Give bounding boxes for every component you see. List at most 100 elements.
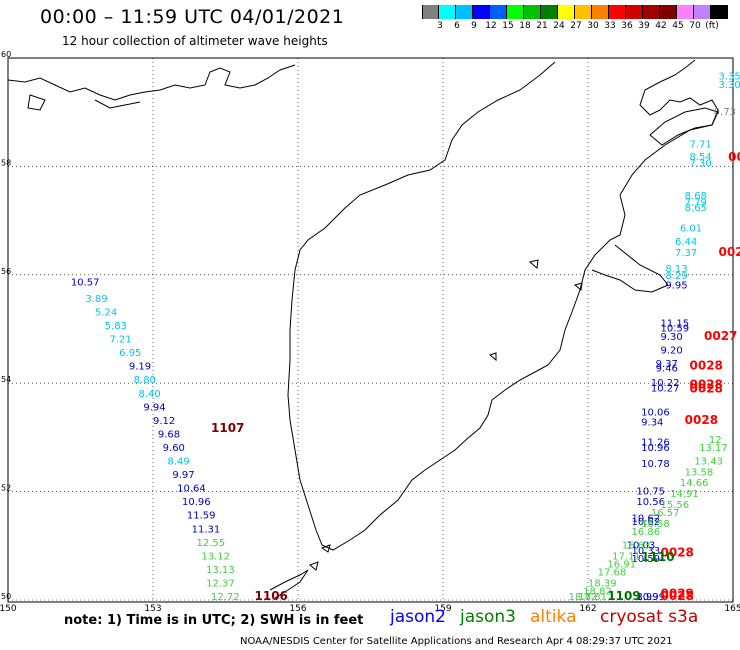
wave-height-label: 12.72	[211, 592, 240, 603]
wave-height-label: 7.71	[690, 139, 712, 150]
colorbar-label: 18	[519, 21, 531, 31]
wave-height-label: 11.15	[661, 318, 690, 329]
legend-altika: altika	[530, 607, 577, 627]
karaginsky-island	[649, 107, 719, 146]
lat-tick-label: 58	[1, 158, 11, 167]
wave-height-label: 12.55	[197, 538, 226, 549]
axis-ticks: 150 153 156 159 162 165 60 58 56 54 52 50	[0, 50, 740, 614]
lat-tick-label: 60	[1, 50, 11, 59]
wave-height-label: 0028	[690, 381, 723, 395]
wave-height-label: 13.58	[685, 467, 714, 478]
kuril-islands	[269, 544, 331, 599]
colorbar-label: 30	[587, 21, 599, 31]
colorbar-cell	[524, 5, 541, 19]
wave-height-label: 10.62	[632, 517, 661, 528]
wave-height-label: 17.11	[612, 551, 641, 562]
wave-height-label: 7.30	[690, 158, 712, 169]
legend-cryosat-s3a: cryosat s3a	[600, 607, 699, 627]
wave-height-label: 9.37	[656, 359, 678, 370]
colorbar-label: 39	[638, 21, 650, 31]
wave-height-label: 10.59	[632, 554, 661, 565]
wave-height-label: 10.99	[636, 592, 665, 603]
lon-tick-label: 159	[434, 604, 451, 614]
colorbar-cell	[490, 5, 507, 19]
colorbar-label: 33	[604, 21, 616, 31]
wave-height-label: 10.22	[651, 378, 680, 389]
wave-height-label: 7.21	[110, 335, 132, 346]
wave-height-label: 0028	[661, 589, 694, 603]
colorbar-label: 24	[553, 21, 565, 31]
lon-tick-label: 165	[724, 604, 740, 614]
legend-jason2: jason2	[390, 607, 446, 627]
wave-height-label: 9.34	[641, 417, 663, 428]
lon-tick-label: 162	[579, 604, 596, 614]
wave-height-label: 15.56	[661, 500, 690, 511]
colorbar-label: 9	[471, 21, 477, 31]
wave-height-label: 3.30	[719, 80, 740, 91]
colorbar-cell	[541, 5, 558, 19]
lon-tick-label: 153	[144, 604, 161, 614]
wave-height-label: 18.72	[569, 592, 598, 603]
colorbar-cell	[456, 5, 473, 19]
wave-height-label: 10.59	[661, 324, 690, 335]
colorbar-labels: 3 6 9 12 15 18 21 24 27 30 33 36 39 42 45 70 (ft)	[422, 21, 740, 33]
colorbar-cell	[677, 5, 694, 19]
colorbar-label: 6	[454, 21, 460, 31]
wave-height-label: 5.24	[95, 307, 117, 318]
okhotsk-coastline	[7, 64, 296, 111]
lon-tick-label: 150	[0, 604, 17, 614]
colorbar-cell	[422, 5, 439, 19]
colorbar-label: 27	[570, 21, 582, 31]
wave-height-colorbar	[422, 5, 728, 19]
peninsula-outline	[591, 244, 669, 293]
wave-height-label: 12	[709, 435, 722, 446]
colorbar-label: 15	[502, 21, 514, 31]
wave-height-label: 14.66	[680, 478, 709, 489]
colorbar-cell	[711, 5, 728, 19]
wave-height-label: 0028	[690, 359, 723, 373]
wave-height-label: 6.01	[680, 223, 702, 234]
wave-height-label: 8.49	[168, 457, 190, 468]
wave-height-label: 9.30	[661, 332, 683, 343]
wave-height-label: 11.59	[187, 511, 216, 522]
wave-height-label: 1110	[641, 550, 674, 564]
wave-height-label: 6.44	[675, 237, 697, 248]
wave-height-label: 10.78	[641, 459, 670, 470]
wave-height-label: 10.06	[641, 408, 670, 419]
wave-height-label: 8.65	[685, 203, 707, 214]
colorbar-cell	[609, 5, 626, 19]
lat-tick-label: 50	[1, 592, 11, 601]
wave-height-label: 12.37	[206, 578, 235, 589]
map-subtitle: 12 hour collection of altimeter wave hei…	[62, 34, 328, 48]
wave-height-label: 11.26	[641, 438, 670, 449]
wave-height-label: 9.12	[153, 416, 175, 427]
small-lakes	[488, 259, 583, 362]
wave-height-label: 00	[728, 150, 740, 164]
wave-height-label: 8.13	[665, 264, 687, 275]
wave-height-label: 10.27	[651, 383, 680, 394]
colorbar-label: 21	[536, 21, 548, 31]
observation-labels: 10.57 3.89 5.24 5.83 7.21 6.95 9.19 8.80 8.40 9.9…	[71, 72, 740, 603]
lat-lon-grid	[7, 57, 734, 601]
wave-height-label: 9.95	[665, 280, 687, 291]
colorbar-cell	[575, 5, 592, 19]
colorbar-cell	[439, 5, 456, 19]
kamchatka-coastline	[287, 59, 719, 551]
wave-height-label: 8.99	[636, 592, 658, 603]
wave-height-label: 0028	[661, 546, 694, 560]
wave-height-label: 8.80	[134, 375, 156, 386]
wave-height-label: 10.56	[636, 497, 665, 508]
wave-height-label: 16.91	[607, 559, 636, 570]
colorbar-label: 70	[689, 21, 701, 31]
wave-height-label: 0029	[661, 586, 694, 600]
wave-height-label: 7.37	[675, 248, 697, 259]
colorbar-label: 12	[485, 21, 497, 31]
wave-height-label: 8.40	[139, 389, 161, 400]
wave-height-label: 10.33	[632, 546, 661, 557]
wave-height-label: 13.12	[201, 551, 230, 562]
wave-height-label: 10.03	[627, 541, 656, 552]
wave-height-label: 11.31	[192, 524, 221, 535]
wave-height-label: 10.96	[182, 497, 211, 508]
wave-height-label: 10.62	[632, 513, 661, 524]
wave-height-label: 3.89	[85, 294, 107, 305]
